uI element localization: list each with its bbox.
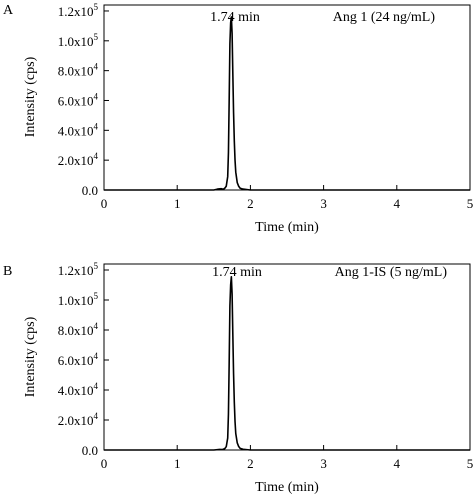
y-tick-label: 1.2x105 [58,261,99,278]
y-tick-exponent: 4 [94,381,99,391]
y-tick-mantissa: 6.0x10 [58,353,94,368]
y-tick-mantissa: 8.0x10 [58,323,94,338]
y-tick-label: 6.0x104 [58,91,99,108]
y-tick-mantissa: 4.0x10 [58,383,94,398]
y-tick-label: 1.2x105 [58,2,99,19]
panel-letter: A [3,3,14,18]
plot-frame [103,4,471,191]
y-tick-exponent: 5 [94,261,99,271]
y-tick-mantissa: 1.0x10 [58,293,94,308]
y-tick-label: 4.0x104 [58,121,99,138]
y-axis-title: Intensity (cps) [23,316,38,397]
y-tick-mantissa: 4.0x10 [58,123,94,138]
y-tick-label: 2.0x104 [58,411,99,428]
y-tick-mantissa: 2.0x10 [58,413,94,428]
x-tick-label: 2 [247,196,254,211]
y-tick-exponent: 4 [94,91,99,101]
y-tick-exponent: 5 [94,2,99,12]
x-tick-label: 2 [247,456,254,471]
x-tick-label: 1 [174,456,181,471]
y-tick-label: 8.0x104 [58,62,99,79]
y-tick-label: 2.0x104 [58,151,99,168]
y-tick-exponent: 4 [94,411,99,421]
x-tick-label: 5 [467,196,474,211]
y-tick-mantissa: 1.2x10 [58,4,94,19]
x-axis: 0 1 2 3 4 5 [101,445,474,471]
y-tick-label: 0.0 [82,443,98,458]
y-axis: 0.02.0x1044.0x1046.0x1048.0x1041.0x1051.… [58,261,109,458]
chromatogram-trace [104,16,470,191]
y-tick-exponent: 4 [94,62,99,72]
y-tick-mantissa: 0.0 [82,183,98,198]
chart-panel-b: B 0.02.0x1044.0x1046.0x1048.0x1041.0x105… [3,261,473,495]
x-tick-label: 1 [174,196,181,211]
y-tick-label: 8.0x104 [58,321,99,338]
y-tick-exponent: 4 [94,151,99,161]
x-tick-label: 5 [467,456,474,471]
x-tick-label: 4 [394,456,401,471]
y-tick-exponent: 4 [94,321,99,331]
chromatogram-trace [104,275,470,451]
x-tick-label: 3 [320,196,327,211]
y-tick-label: 0.0 [82,183,98,198]
y-tick-label: 1.0x105 [58,291,99,308]
legend-entry: Ang 1 (24 ng/mL) [333,10,436,25]
y-tick-mantissa: 0.0 [82,443,98,458]
y-tick-mantissa: 1.0x10 [58,34,94,49]
y-tick-mantissa: 1.2x10 [58,263,94,278]
y-tick-label: 6.0x104 [58,351,99,368]
chart-panel-a: A 0.02.0x1044.0x1046.0x1048.0x1041.0x105… [3,2,473,235]
y-axis: 0.02.0x1044.0x1046.0x1048.0x1041.0x1051.… [58,2,109,198]
y-tick-exponent: 5 [94,32,99,42]
x-tick-label: 4 [394,196,401,211]
peak-retention-label: 1.74 min [210,10,260,25]
x-axis: 0 1 2 3 4 5 [101,185,474,211]
y-tick-exponent: 4 [94,121,99,131]
x-tick-label: 0 [101,456,108,471]
y-tick-mantissa: 6.0x10 [58,93,94,108]
legend-entry: Ang 1-IS (5 ng/mL) [335,265,448,280]
y-tick-exponent: 4 [94,351,99,361]
plot-frame [103,263,471,451]
panel-letter: B [3,264,12,279]
y-tick-label: 4.0x104 [58,381,99,398]
x-tick-label: 0 [101,196,108,211]
y-axis-title: Intensity (cps) [23,56,38,137]
x-axis-title: Time (min) [255,220,319,235]
peak-retention-label: 1.74 min [212,265,262,280]
x-tick-label: 3 [320,456,327,471]
y-tick-exponent: 5 [94,291,99,301]
y-tick-mantissa: 2.0x10 [58,153,94,168]
x-axis-title: Time (min) [255,480,319,495]
y-tick-label: 1.0x105 [58,32,99,49]
y-tick-mantissa: 8.0x10 [58,64,94,79]
